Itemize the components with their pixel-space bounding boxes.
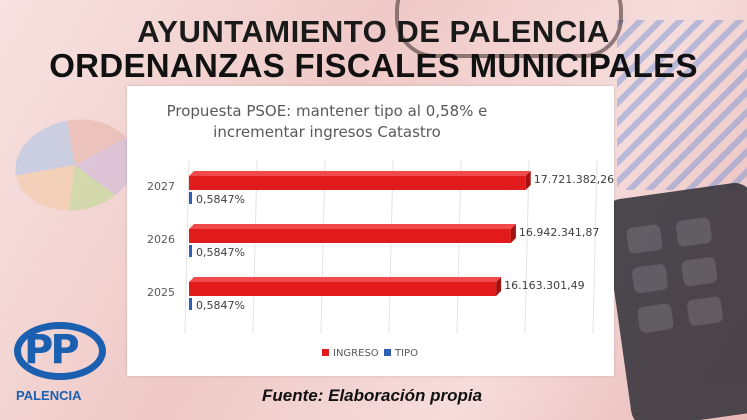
background-calculator bbox=[601, 180, 747, 420]
header-title-line2: ORDENANZAS FISCALES MUNICIPALES bbox=[49, 47, 698, 84]
logo-ring-icon bbox=[14, 322, 106, 380]
chart-title-line: incrementar ingresos Catastro bbox=[213, 123, 441, 141]
tipo-bar bbox=[189, 245, 192, 257]
logo-text: PP bbox=[24, 327, 80, 373]
tipo-bar bbox=[189, 192, 192, 204]
logo-label: PALENCIA bbox=[16, 388, 82, 403]
ingreso-bar-side bbox=[510, 224, 516, 243]
ingreso-data-label: 16.942.341,87 bbox=[519, 226, 599, 239]
tipo-data-label: 0,5847% bbox=[196, 193, 245, 206]
ingreso-bar bbox=[189, 229, 511, 243]
header-title-line1: AYUNTAMIENTO DE PALENCIA bbox=[137, 14, 610, 49]
ingreso-bar bbox=[189, 176, 526, 190]
ingreso-bar-top bbox=[189, 171, 531, 176]
background-chart-stripes bbox=[617, 20, 747, 190]
tipo-bar bbox=[189, 298, 192, 310]
bar-chart: Propuesta PSOE: mantener tipo al 0,58% e… bbox=[147, 102, 614, 359]
party-logo: PP bbox=[14, 322, 106, 392]
legend-swatch-ingreso bbox=[322, 349, 329, 356]
legend-swatch-tipo bbox=[384, 349, 391, 356]
category-label: 2025 bbox=[147, 286, 175, 299]
grid-line bbox=[592, 159, 598, 334]
category-label: 2026 bbox=[147, 233, 175, 246]
category-label: 2027 bbox=[147, 180, 175, 193]
ingreso-bar-top bbox=[189, 224, 516, 229]
tipo-data-label: 0,5847% bbox=[196, 246, 245, 259]
legend-label-tipo: TIPO bbox=[394, 348, 418, 359]
ingreso-data-label: 16.163.301,49 bbox=[504, 279, 584, 292]
grid-line bbox=[184, 159, 190, 334]
background-pie-chart bbox=[8, 110, 142, 220]
ingreso-bar-side bbox=[496, 277, 502, 296]
source-caption: Fuente: Elaboración propia bbox=[262, 386, 483, 405]
ingreso-bar bbox=[189, 282, 497, 296]
grid-line bbox=[524, 159, 530, 334]
ingreso-bar-side bbox=[525, 171, 531, 190]
ingreso-bar-top bbox=[189, 277, 502, 282]
chart-card: Propuesta PSOE: mantener tipo al 0,58% e… bbox=[127, 86, 614, 376]
chart-title-line: Propuesta PSOE: mantener tipo al 0,58% e bbox=[167, 102, 488, 120]
background-glasses bbox=[395, 0, 623, 58]
legend-label-ingreso: INGRESO bbox=[333, 348, 379, 359]
tipo-data-label: 0,5847% bbox=[196, 299, 245, 312]
ingreso-data-label: 17.721.382,26 bbox=[534, 173, 614, 186]
